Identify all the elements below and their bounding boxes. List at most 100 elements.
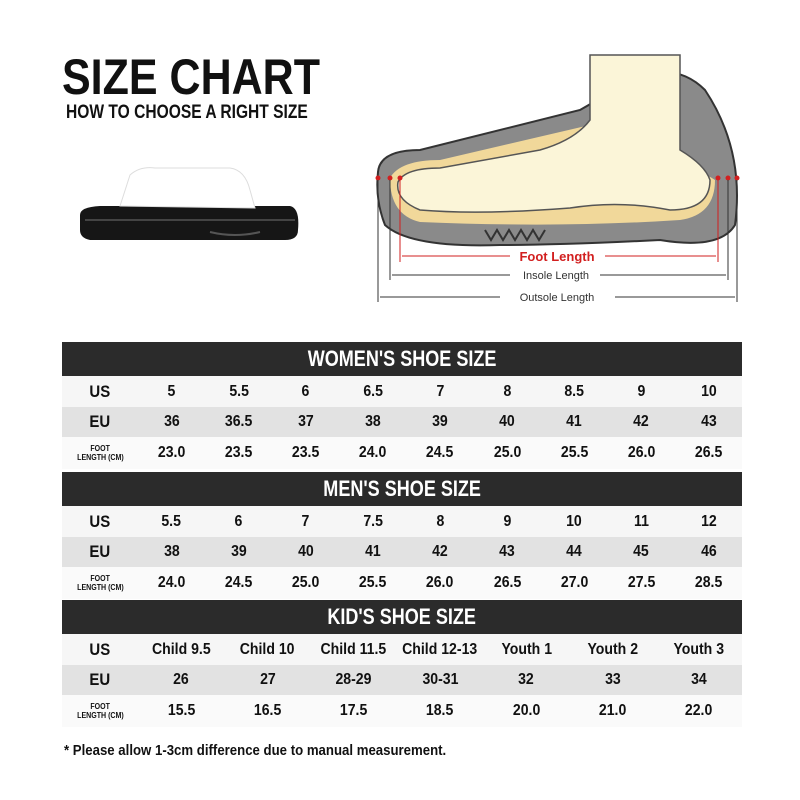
table-cell: Child 11.5 (311, 641, 397, 659)
cell-value: 25.5 (359, 574, 387, 591)
row-label: FOOT LENGTH (CM) (62, 444, 138, 462)
table-cell: 36.5 (205, 413, 272, 431)
table-row-foot: FOOT LENGTH (CM) 24.0 24.5 25.0 25.5 26.0 26.5 2… (62, 567, 742, 599)
row-label-text: FOOT (90, 702, 110, 711)
table-row-foot: FOOT LENGTH (CM) 15.5 16.5 17.5 18.5 20.0 21.0 2… (62, 695, 742, 727)
cell-value: 44 (566, 543, 583, 560)
cell-value: 39 (432, 413, 448, 430)
table-cell: 5.5 (138, 513, 205, 531)
table-cell: 38 (138, 543, 205, 561)
table-cell: Youth 1 (483, 641, 569, 659)
table-cell: 41 (541, 413, 608, 431)
cell-value: 10 (700, 382, 717, 400)
row-label-text: US (89, 639, 111, 659)
cell-value: 38 (163, 543, 180, 560)
cell-value: 28.5 (694, 574, 723, 591)
table-cell: Youth 2 (569, 641, 655, 659)
cell-value: 24.0 (157, 574, 186, 591)
table-cell: 32 (483, 671, 569, 689)
row-label: EU (62, 670, 138, 690)
cell-value: 18.5 (426, 702, 454, 719)
row-label: FOOT LENGTH (CM) (62, 702, 138, 720)
table-cell: 17.5 (311, 702, 397, 720)
table-cell: 24.0 (138, 574, 205, 592)
table-cell: 18.5 (397, 702, 483, 720)
cell-value: 41 (566, 413, 583, 430)
table-cell: 12 (675, 513, 742, 531)
table-cell: 23.5 (205, 444, 272, 462)
table-cell: 23.5 (272, 444, 339, 462)
cell-value: Child 10 (240, 640, 295, 658)
table-cell: 6 (205, 513, 272, 531)
cell-value: 9 (503, 512, 512, 530)
table-cell: Youth 3 (656, 641, 742, 659)
table-cell: 25.5 (541, 444, 608, 462)
table-cell: 8 (474, 383, 541, 401)
table-cell: 28.5 (675, 574, 742, 592)
cell-value: 21.0 (598, 702, 627, 719)
table-row-eu: EU 36 36.5 37 38 39 40 41 42 43 (62, 407, 742, 437)
kids-size-table: KID'S SHOE SIZE US Child 9.5 Child 10 Child … (62, 600, 742, 727)
table-cell: 6 (272, 383, 339, 401)
table-cell: 44 (541, 543, 608, 561)
table-cell: 10 (675, 383, 742, 401)
table-cell: 11 (608, 513, 675, 531)
table-header: KID'S SHOE SIZE (62, 600, 742, 634)
table-title: MEN'S SHOE SIZE (323, 476, 481, 501)
row-label: US (62, 382, 138, 402)
table-cell: 25.0 (474, 444, 541, 462)
cell-value: Child 11.5 (320, 640, 387, 658)
row-label: EU (62, 542, 138, 562)
men-size-table: MEN'S SHOE SIZE US 5.5 6 7 7.5 8 9 10 11 12 EU 38 39 4… (62, 472, 742, 599)
cell-value: 26.5 (694, 444, 723, 461)
cell-value: 20.0 (512, 702, 540, 719)
row-label-text: EU (89, 670, 111, 689)
cell-value: 28-29 (335, 671, 372, 688)
table-cell: 24.0 (339, 444, 406, 462)
table-cell: 10 (541, 513, 608, 531)
row-label-text: LENGTH (CM) (76, 711, 124, 720)
cell-value: 37 (297, 413, 314, 430)
cell-value: 11 (633, 512, 649, 530)
table-cell: 28-29 (311, 671, 397, 689)
table-cell: 21.0 (569, 702, 655, 720)
table-cell: 5 (138, 383, 205, 401)
table-cell: 8.5 (541, 383, 608, 401)
cell-value: 26.0 (627, 444, 656, 461)
cell-value: 23.5 (224, 444, 253, 461)
cell-value: 8.5 (564, 382, 584, 400)
women-size-table: WOMEN'S SHOE SIZE US 5 5.5 6 6.5 7 8 8.5 9 10 EU 36 3… (62, 342, 742, 469)
table-row-foot: FOOT LENGTH (CM) 23.0 23.5 23.5 24.0 24.5 25.0 2… (62, 437, 742, 469)
outsole-length-label: Outsole Length (520, 292, 595, 304)
table-cell: 20.0 (483, 702, 569, 720)
cell-value: Child 9.5 (151, 640, 211, 658)
cell-value: Youth 1 (500, 640, 552, 658)
table-cell: 6.5 (339, 383, 406, 401)
table-cell: 43 (474, 543, 541, 561)
cell-value: 12 (700, 512, 717, 530)
cell-value: Youth 2 (587, 640, 638, 658)
cell-value: 7 (436, 382, 444, 400)
table-cell: 15.5 (138, 702, 224, 720)
cell-value: 24.5 (224, 574, 253, 591)
row-label-text: US (89, 511, 111, 531)
table-cell: 26.5 (474, 574, 541, 592)
cell-value: 17.5 (339, 702, 368, 719)
table-cell: 34 (656, 671, 742, 689)
row-label-text: FOOT (90, 574, 110, 583)
row-label-text: FOOT (90, 444, 110, 453)
table-header: WOMEN'S SHOE SIZE (62, 342, 742, 376)
row-label: US (62, 512, 138, 532)
cell-value: 46 (700, 543, 717, 560)
cell-value: 42 (432, 543, 448, 560)
table-cell: 27.0 (541, 574, 608, 592)
table-cell: 8 (406, 513, 473, 531)
cell-value: Child 12-13 (402, 640, 478, 658)
table-cell: 45 (608, 543, 675, 561)
cell-value: 8 (436, 512, 444, 530)
table-row-us: US 5 5.5 6 6.5 7 8 8.5 9 10 (62, 376, 742, 407)
cell-value: 8 (503, 382, 512, 400)
foot-length-label: Foot Length (519, 249, 594, 264)
table-cell: 26.5 (675, 444, 742, 462)
slide-sandal-image (80, 167, 299, 240)
